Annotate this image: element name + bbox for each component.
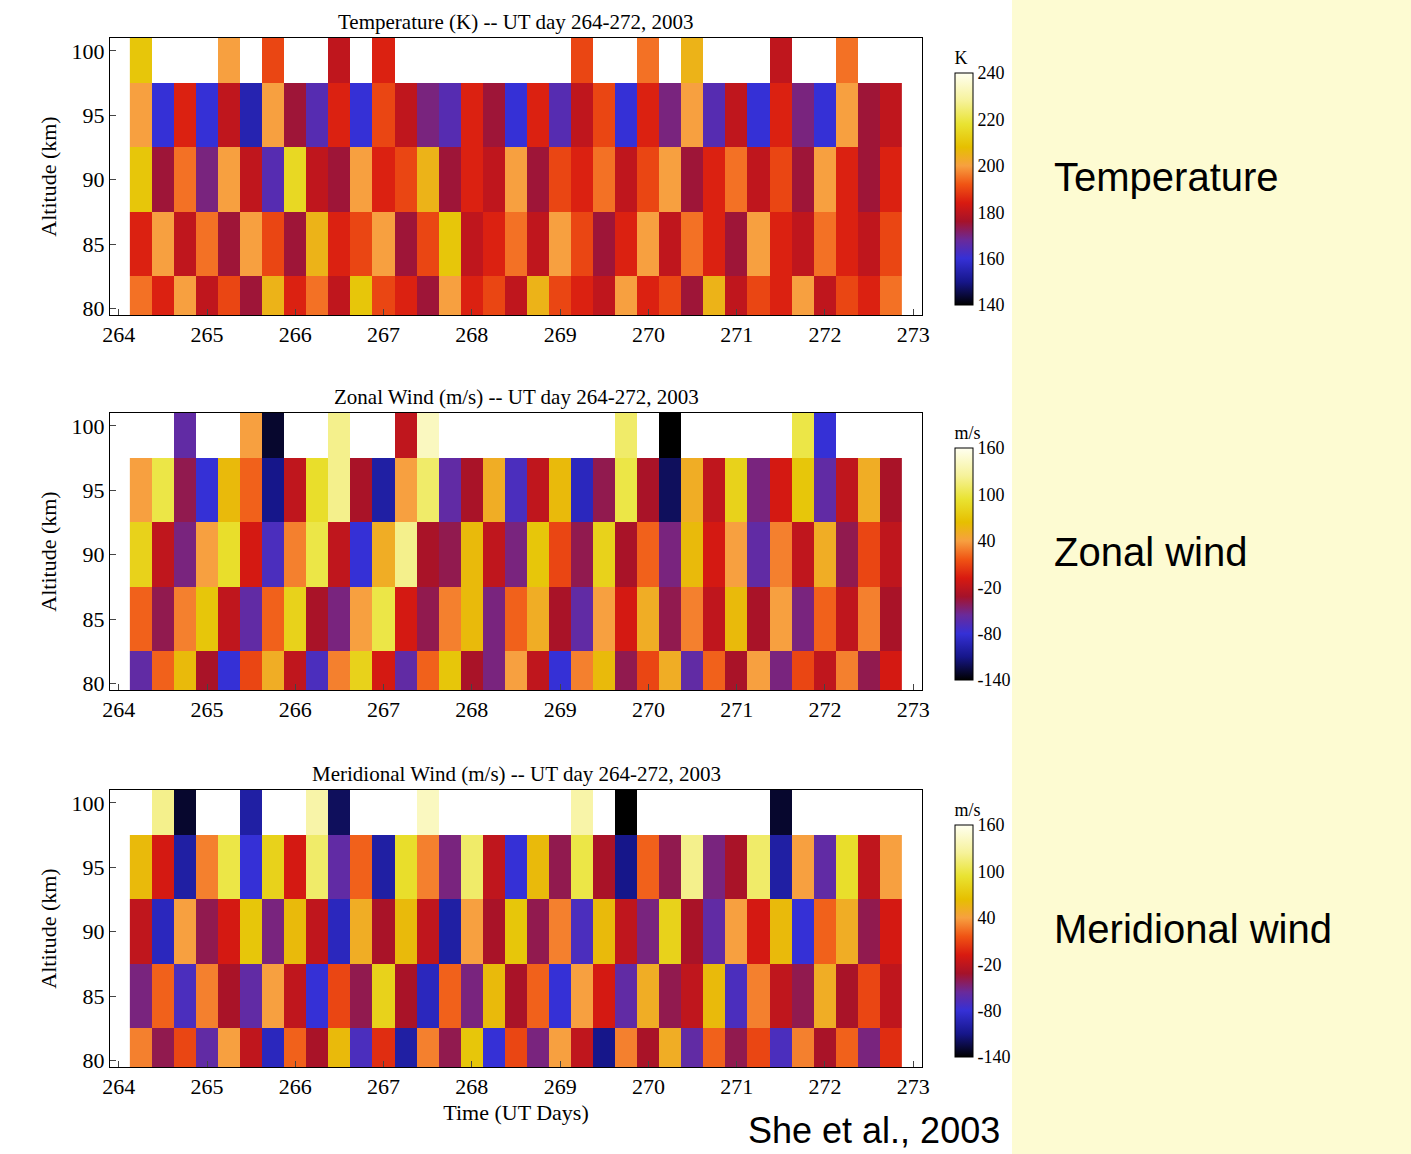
svg-text:100: 100 <box>72 414 105 439</box>
svg-text:265: 265 <box>191 1074 224 1099</box>
svg-text:272: 272 <box>808 1074 841 1099</box>
svg-text:m/s: m/s <box>955 423 981 443</box>
svg-text:270: 270 <box>632 1074 665 1099</box>
svg-text:Temperature: Temperature <box>1054 155 1279 199</box>
svg-text:270: 270 <box>632 322 665 347</box>
svg-text:Zonal wind: Zonal wind <box>1054 530 1247 574</box>
svg-text:200: 200 <box>978 156 1005 176</box>
svg-text:Altitude (km): Altitude (km) <box>36 491 61 611</box>
svg-text:Zonal Wind (m/s) -- UT day 264: Zonal Wind (m/s) -- UT day 264-272, 2003 <box>334 385 699 409</box>
svg-text:Altitude (km): Altitude (km) <box>36 868 61 988</box>
svg-text:Altitude (km): Altitude (km) <box>36 116 61 236</box>
svg-text:273: 273 <box>897 697 930 722</box>
svg-text:90: 90 <box>83 542 105 567</box>
svg-text:271: 271 <box>720 322 753 347</box>
svg-text:90: 90 <box>83 919 105 944</box>
svg-text:95: 95 <box>83 103 105 128</box>
svg-text:Time (UT Days): Time (UT Days) <box>443 1100 588 1125</box>
svg-text:268: 268 <box>455 322 488 347</box>
svg-text:80: 80 <box>83 671 105 696</box>
svg-text:220: 220 <box>978 110 1005 130</box>
svg-text:160: 160 <box>978 815 1005 835</box>
svg-text:266: 266 <box>279 322 312 347</box>
svg-text:180: 180 <box>978 203 1005 223</box>
svg-text:85: 85 <box>83 232 105 257</box>
svg-text:100: 100 <box>978 862 1005 882</box>
svg-text:160: 160 <box>978 249 1005 269</box>
svg-text:268: 268 <box>455 1074 488 1099</box>
svg-text:269: 269 <box>544 322 577 347</box>
svg-text:269: 269 <box>544 697 577 722</box>
svg-text:95: 95 <box>83 855 105 880</box>
svg-text:267: 267 <box>367 322 400 347</box>
svg-text:95: 95 <box>83 478 105 503</box>
svg-text:-20: -20 <box>978 955 1002 975</box>
svg-text:266: 266 <box>279 1074 312 1099</box>
svg-text:-80: -80 <box>978 624 1002 644</box>
svg-text:271: 271 <box>720 1074 753 1099</box>
svg-text:264: 264 <box>102 322 135 347</box>
svg-text:80: 80 <box>83 1048 105 1073</box>
svg-text:-20: -20 <box>978 578 1002 598</box>
svg-text:-80: -80 <box>978 1001 1002 1021</box>
svg-text:100: 100 <box>72 39 105 64</box>
svg-text:272: 272 <box>808 697 841 722</box>
svg-text:265: 265 <box>191 697 224 722</box>
svg-text:Meridional Wind (m/s) -- UT da: Meridional Wind (m/s) -- UT day 264-272,… <box>312 762 721 786</box>
svg-text:160: 160 <box>978 438 1005 458</box>
svg-text:-140: -140 <box>978 670 1011 690</box>
svg-text:40: 40 <box>978 531 996 551</box>
svg-text:273: 273 <box>897 1074 930 1099</box>
svg-text:-140: -140 <box>978 1047 1011 1067</box>
svg-text:m/s: m/s <box>955 800 981 820</box>
svg-text:265: 265 <box>191 322 224 347</box>
svg-text:90: 90 <box>83 167 105 192</box>
svg-text:272: 272 <box>808 322 841 347</box>
svg-text:269: 269 <box>544 1074 577 1099</box>
svg-text:She et al., 2003: She et al., 2003 <box>748 1110 1000 1151</box>
svg-text:140: 140 <box>978 295 1005 315</box>
svg-text:267: 267 <box>367 1074 400 1099</box>
svg-text:240: 240 <box>978 63 1005 83</box>
svg-text:Meridional wind: Meridional wind <box>1054 907 1332 951</box>
svg-text:40: 40 <box>978 908 996 928</box>
svg-text:271: 271 <box>720 697 753 722</box>
svg-text:85: 85 <box>83 607 105 632</box>
svg-text:273: 273 <box>897 322 930 347</box>
svg-text:264: 264 <box>102 697 135 722</box>
svg-text:80: 80 <box>83 296 105 321</box>
svg-text:267: 267 <box>367 697 400 722</box>
svg-text:268: 268 <box>455 697 488 722</box>
svg-text:270: 270 <box>632 697 665 722</box>
svg-text:264: 264 <box>102 1074 135 1099</box>
svg-text:K: K <box>955 48 968 68</box>
svg-text:266: 266 <box>279 697 312 722</box>
svg-text:100: 100 <box>72 791 105 816</box>
svg-text:85: 85 <box>83 984 105 1009</box>
svg-text:Temperature (K) -- UT day 264-: Temperature (K) -- UT day 264-272, 2003 <box>338 10 694 34</box>
svg-text:100: 100 <box>978 485 1005 505</box>
